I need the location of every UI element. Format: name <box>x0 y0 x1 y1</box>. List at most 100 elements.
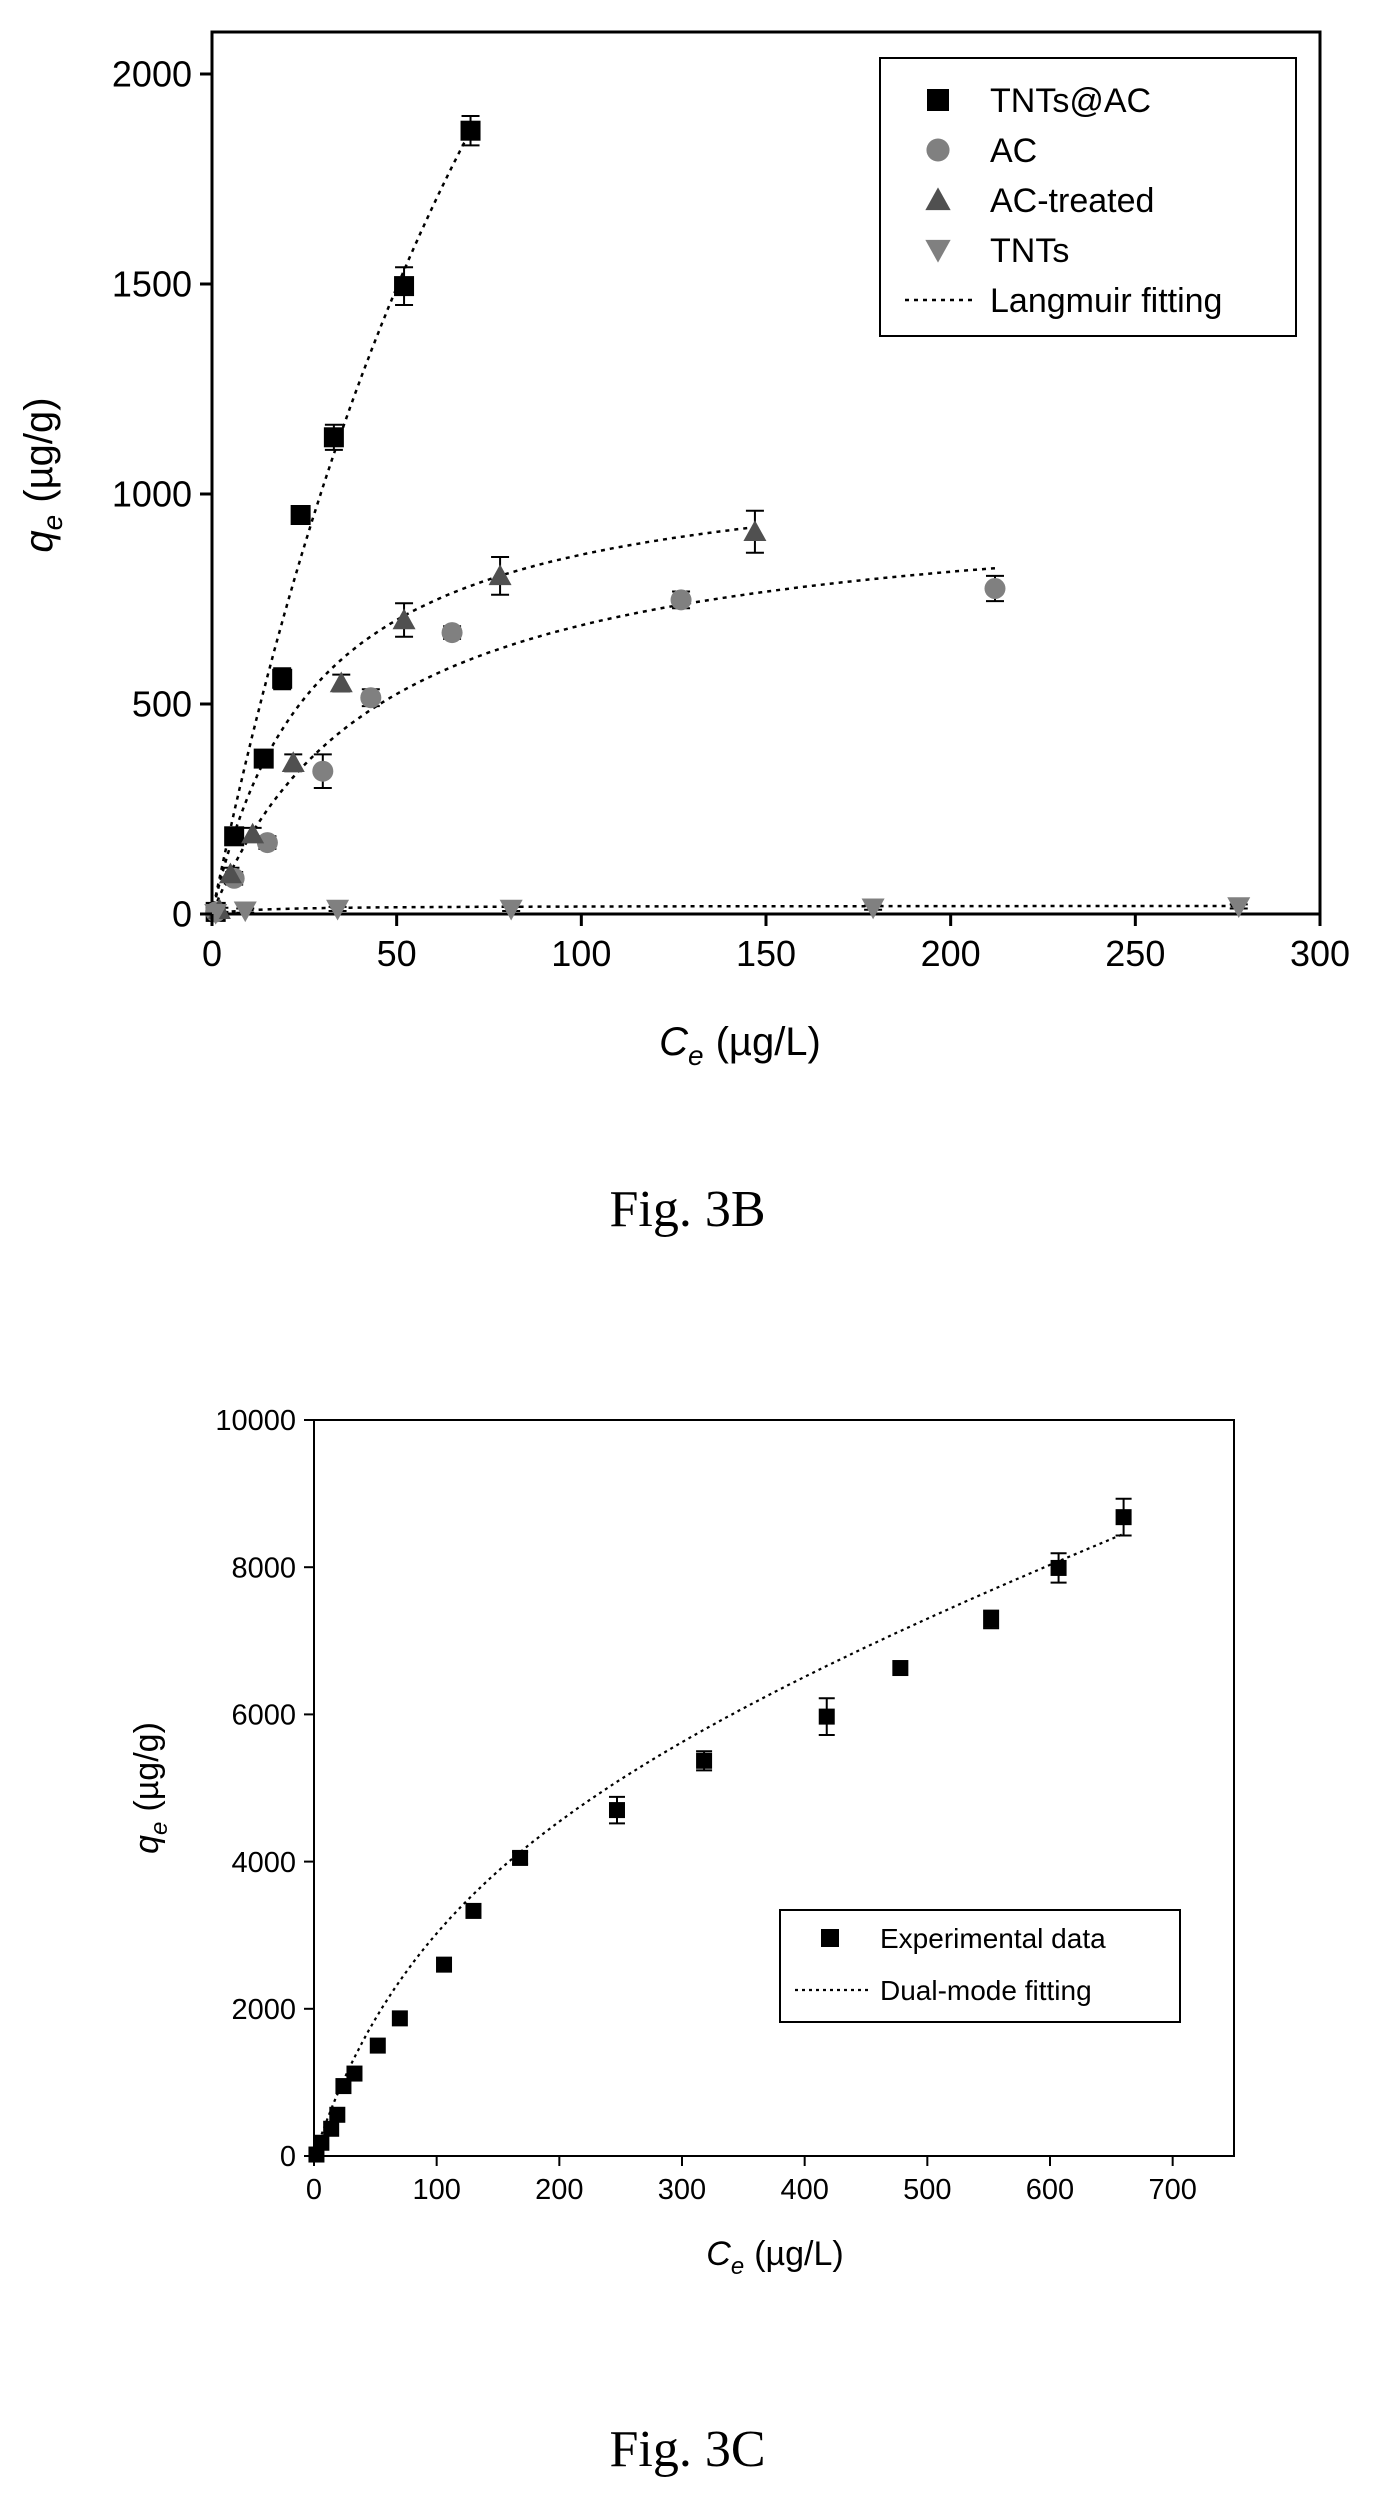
triangle-up-marker <box>392 608 416 630</box>
legend-label: AC <box>990 132 1037 170</box>
legend-label: Experimental data <box>880 1923 1106 1954</box>
x-tick-label: 500 <box>903 2174 951 2206</box>
legend-label: TNTs <box>990 232 1069 270</box>
square-marker <box>346 2065 363 2082</box>
x-tick-label: 100 <box>412 2174 460 2206</box>
fit-lines <box>313 1532 1125 2155</box>
circle-marker <box>670 589 692 611</box>
x-tick-label: 150 <box>736 933 796 974</box>
x-tick-label: 400 <box>780 2174 828 2206</box>
triangle-up-marker <box>488 564 512 586</box>
chart-fig-3c: 0 100 200 300 400 500 600 700 0 2000 4000 6000 8000… <box>128 1405 1235 2280</box>
legend-label: AC-treated <box>990 182 1154 220</box>
square-marker <box>696 1752 713 1769</box>
triangle-down-marker <box>1227 897 1251 918</box>
x-tick-label: 50 <box>377 933 417 974</box>
square-marker <box>224 826 245 847</box>
data-markers <box>204 120 1251 925</box>
y-tick-label: 0 <box>280 2141 296 2173</box>
square-marker <box>391 2010 408 2027</box>
triangle-up-marker <box>241 822 265 844</box>
y-tick-label: 0 <box>172 894 192 935</box>
x-axis-title: Ce (µg/L) <box>706 2235 843 2280</box>
legend-label: Dual-mode fitting <box>880 1975 1092 2006</box>
y-axis-title: qe(µg/g) <box>17 397 68 552</box>
circle-marker <box>360 687 382 709</box>
plot-frame <box>313 1419 1235 2157</box>
square-marker <box>272 668 293 689</box>
square-marker <box>436 1956 453 1973</box>
square-marker <box>460 120 481 141</box>
y-tick-label: 500 <box>132 684 192 725</box>
triangle-down-marker <box>861 898 885 920</box>
triangle-up-marker <box>329 671 353 693</box>
y-tick-label: 2000 <box>112 54 192 95</box>
triangle-up-marker <box>743 520 767 541</box>
square-marker <box>983 1611 1000 1628</box>
square-marker <box>323 427 344 448</box>
figure-caption-3b: Fig. 3B <box>609 1181 766 1238</box>
y-ticks: 0 500 1000 1500 2000 <box>112 54 212 935</box>
chart-fig-3b: 0 50 100 150 200 250 300 0 500 1000 1500 2000 Ce (µ… <box>17 30 1350 1071</box>
legend: Experimental data Dual-mode fitting <box>779 1909 1181 2023</box>
fit-line <box>212 525 756 907</box>
x-tick-label: 700 <box>1148 2174 1196 2206</box>
y-tick-label: 10000 <box>215 1405 296 1437</box>
square-marker <box>253 748 274 769</box>
triangle-down-marker <box>925 239 951 263</box>
x-tick-label: 600 <box>1026 2174 1074 2206</box>
legend-box <box>879 57 1297 337</box>
x-tick-label: 300 <box>658 2174 706 2206</box>
y-tick-label: 8000 <box>231 1552 296 1584</box>
x-tick-label: 200 <box>535 2174 583 2206</box>
square-marker <box>927 89 949 111</box>
x-ticks: 0 100 200 300 400 500 600 700 <box>306 2156 1197 2206</box>
square-marker <box>323 2120 340 2137</box>
y-ticks: 0 2000 4000 6000 8000 10000 <box>215 1405 314 2173</box>
y-tick-label: 1000 <box>112 474 192 515</box>
figure-caption-3c: Fig. 3C <box>609 2421 766 2478</box>
y-tick-label: 6000 <box>231 1700 296 1732</box>
x-tick-label: 250 <box>1105 933 1165 974</box>
square-marker <box>1050 1559 1067 1576</box>
legend-label: TNTs@AC <box>990 82 1151 120</box>
triangle-down-marker <box>326 899 350 921</box>
x-tick-label: 0 <box>202 933 222 974</box>
data-markers <box>308 1509 1132 2163</box>
fit-line <box>212 130 472 906</box>
y-axis-title: qe(µg/g) <box>128 1722 173 1854</box>
square-marker <box>335 2078 352 2095</box>
plot-area-3b: 0 50 100 150 200 250 300 0 500 1000 1500 2000 <box>112 30 1350 974</box>
triangle-up-marker <box>281 751 305 772</box>
legend-box <box>779 1909 1181 2023</box>
square-marker <box>608 1802 625 1819</box>
fit-lines <box>212 130 1239 915</box>
square-marker <box>313 2134 330 2151</box>
x-tick-label: 200 <box>921 933 981 974</box>
square-marker <box>329 2106 346 2123</box>
fit-line <box>212 566 996 910</box>
fit-line <box>213 904 1239 915</box>
circle-marker <box>984 578 1006 599</box>
square-marker <box>821 1929 839 1947</box>
circle-marker <box>441 622 463 644</box>
square-marker <box>465 1902 482 1919</box>
x-ticks: 0 50 100 150 200 250 300 <box>202 914 1350 974</box>
y-tick-label: 1500 <box>112 264 192 305</box>
square-marker <box>1115 1509 1132 1526</box>
square-marker <box>818 1708 835 1725</box>
y-tick-label: 4000 <box>231 1847 296 1879</box>
square-marker <box>892 1660 909 1677</box>
x-tick-label: 300 <box>1290 933 1350 974</box>
triangle-down-marker <box>233 901 257 923</box>
y-tick-label: 2000 <box>231 1994 296 2026</box>
circle-marker <box>312 760 334 782</box>
square-marker <box>394 276 415 297</box>
triangle-down-marker <box>499 899 523 921</box>
triangle-up-marker <box>925 187 951 211</box>
x-tick-label: 0 <box>306 2174 322 2206</box>
legend: TNTs@AC AC AC-treated TNTs Langmuir fitting <box>879 57 1297 337</box>
triangle-down-marker <box>204 903 228 925</box>
circle-marker <box>256 832 278 854</box>
x-axis-title: Ce (µg/L) <box>659 1020 821 1071</box>
